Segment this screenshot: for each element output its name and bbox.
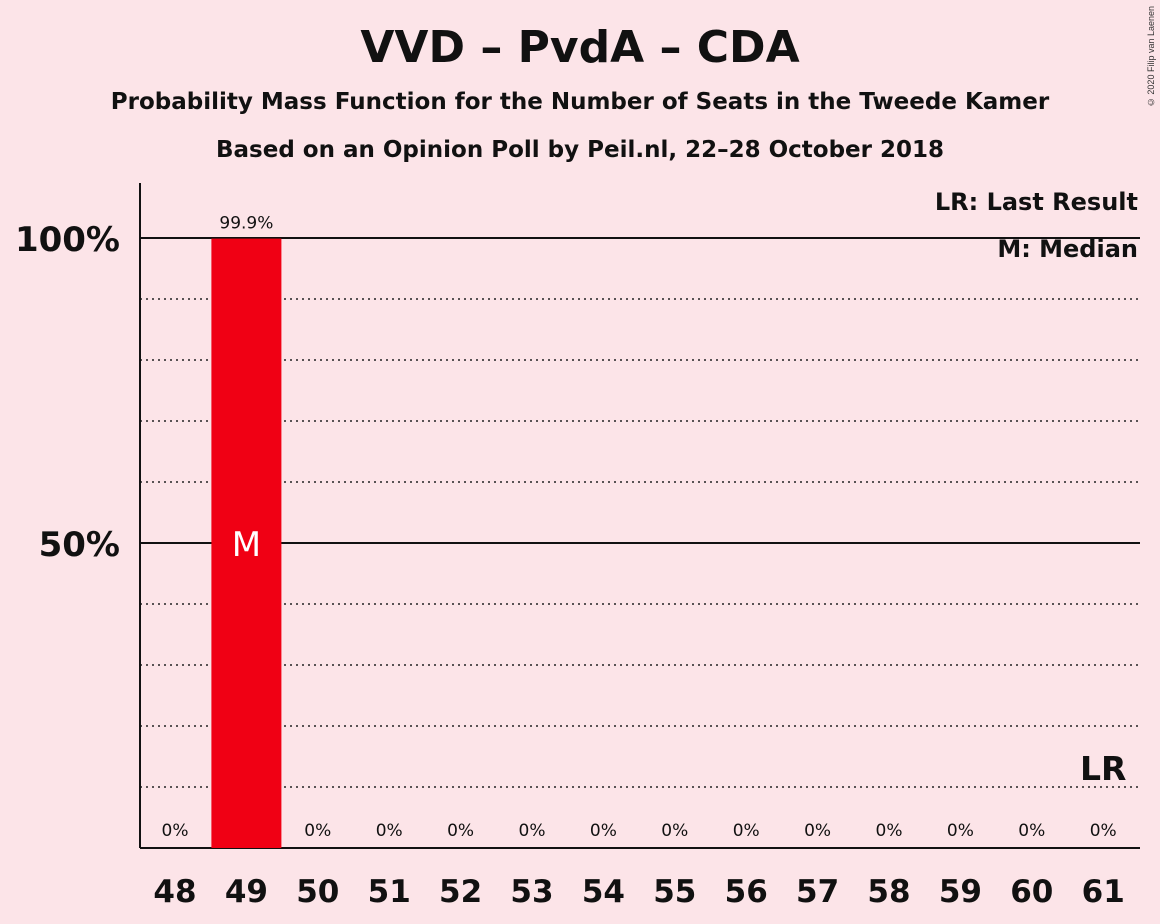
value-label-61: 0% <box>1090 821 1117 841</box>
value-label-56: 0% <box>733 821 760 841</box>
value-label-54: 0% <box>590 821 617 841</box>
x-tick-label-55: 55 <box>653 874 696 910</box>
chart-subtitle: Probability Mass Function for the Number… <box>110 89 1050 115</box>
x-tick-label-59: 59 <box>939 874 982 910</box>
last-result-marker: LR <box>1080 749 1126 788</box>
value-label-51: 0% <box>376 821 403 841</box>
x-tick-label-61: 61 <box>1082 874 1125 910</box>
legend-entry: LR: Last Result <box>935 188 1138 216</box>
x-tick-label-50: 50 <box>296 874 339 910</box>
value-label-53: 0% <box>519 821 546 841</box>
legend-entry: M: Median <box>997 235 1138 263</box>
x-tick-label-60: 60 <box>1010 874 1053 910</box>
value-label-48: 0% <box>162 821 189 841</box>
value-label-50: 0% <box>304 821 331 841</box>
chart-subtitle-source: Based on an Opinion Poll by Peil.nl, 22–… <box>215 137 945 163</box>
x-tick-label-53: 53 <box>510 874 553 910</box>
value-label-52: 0% <box>447 821 474 841</box>
value-label-57: 0% <box>804 821 831 841</box>
x-tick-label-58: 58 <box>867 874 910 910</box>
chart-title: VVD – PvdA – CDA <box>360 22 800 73</box>
bar-49 <box>211 238 282 849</box>
value-label-58: 0% <box>876 821 903 841</box>
x-tick-label-49: 49 <box>225 874 268 910</box>
y-tick-label: 100% <box>15 220 120 260</box>
x-tick-label-54: 54 <box>582 874 625 910</box>
value-label-55: 0% <box>661 821 688 841</box>
x-tick-label-57: 57 <box>796 874 839 910</box>
value-label-60: 0% <box>1018 821 1045 841</box>
y-tick-label: 50% <box>39 525 120 565</box>
x-tick-label-56: 56 <box>725 874 768 910</box>
x-tick-label-52: 52 <box>439 874 482 910</box>
median-marker: M <box>232 525 261 565</box>
value-label-59: 0% <box>947 821 974 841</box>
x-tick-label-51: 51 <box>368 874 411 910</box>
x-tick-label-48: 48 <box>153 874 196 910</box>
value-label-49: 99.9% <box>219 214 273 234</box>
